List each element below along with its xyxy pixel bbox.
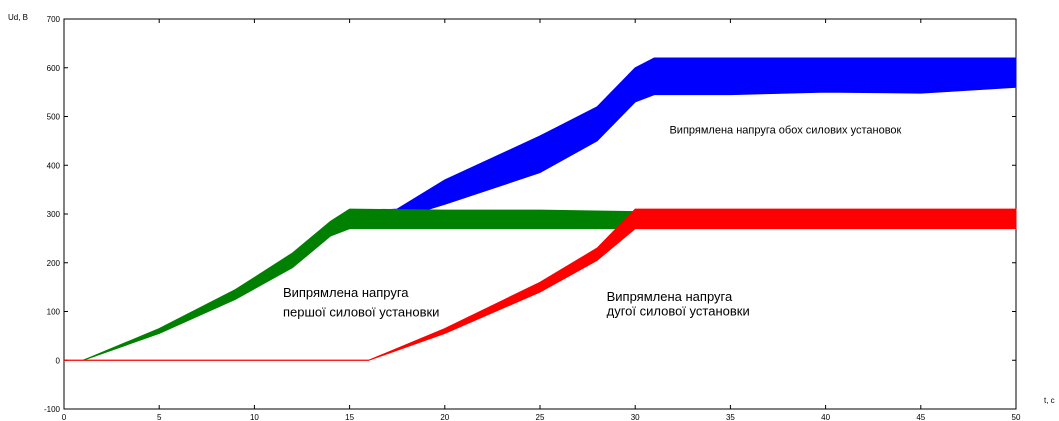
x-axis-ticks: 0 5 10 15 20 25 30 35 40 45 50 (62, 19, 1021, 421)
x-tick-label: 25 (536, 413, 545, 421)
y-tick-label: -100 (44, 405, 61, 414)
y-tick-label: 0 (56, 356, 61, 365)
x-axis-label: t, c (1044, 396, 1055, 405)
y-tick-label: 500 (47, 113, 61, 122)
x-tick-label: 40 (821, 413, 830, 421)
y-tick-label: 400 (47, 161, 61, 170)
annotation-layer: Випрямлена напруга обох силових установо… (283, 125, 902, 320)
x-tick-label: 45 (916, 413, 925, 421)
x-tick-label: 30 (631, 413, 640, 421)
y-tick-label: 300 (47, 210, 61, 219)
y-axis-ticks: -100 0 100 200 300 400 500 600 700 (44, 15, 1016, 414)
x-tick-label: 0 (62, 413, 67, 421)
series-0-line (349, 76, 1016, 222)
annotation-text: першої силової установки (283, 304, 439, 319)
x-tick-label: 50 (1012, 413, 1021, 421)
x-tick-label: 5 (157, 413, 162, 421)
y-tick-label: 600 (47, 64, 61, 73)
annotation-text: дугої силової установки (607, 303, 750, 318)
x-tick-label: 10 (250, 413, 259, 421)
series-layer (64, 57, 1017, 361)
x-tick-label: 35 (726, 413, 735, 421)
x-tick-label: 20 (440, 413, 449, 421)
series-2 (64, 208, 1017, 361)
y-tick-label: 700 (47, 15, 61, 24)
annotation-text: Випрямлена напруга (283, 285, 409, 300)
y-tick-label: 200 (47, 259, 61, 268)
x-tick-label: 15 (345, 413, 354, 421)
series-1-line (82, 218, 636, 361)
annotation-text: Випрямлена напруга (607, 289, 733, 304)
annotation-text: Випрямлена напруга обох силових установо… (669, 125, 901, 137)
y-tick-label: 100 (47, 308, 61, 317)
y-axis-label: Ud, B (8, 13, 28, 22)
series-2-line (64, 218, 1016, 361)
